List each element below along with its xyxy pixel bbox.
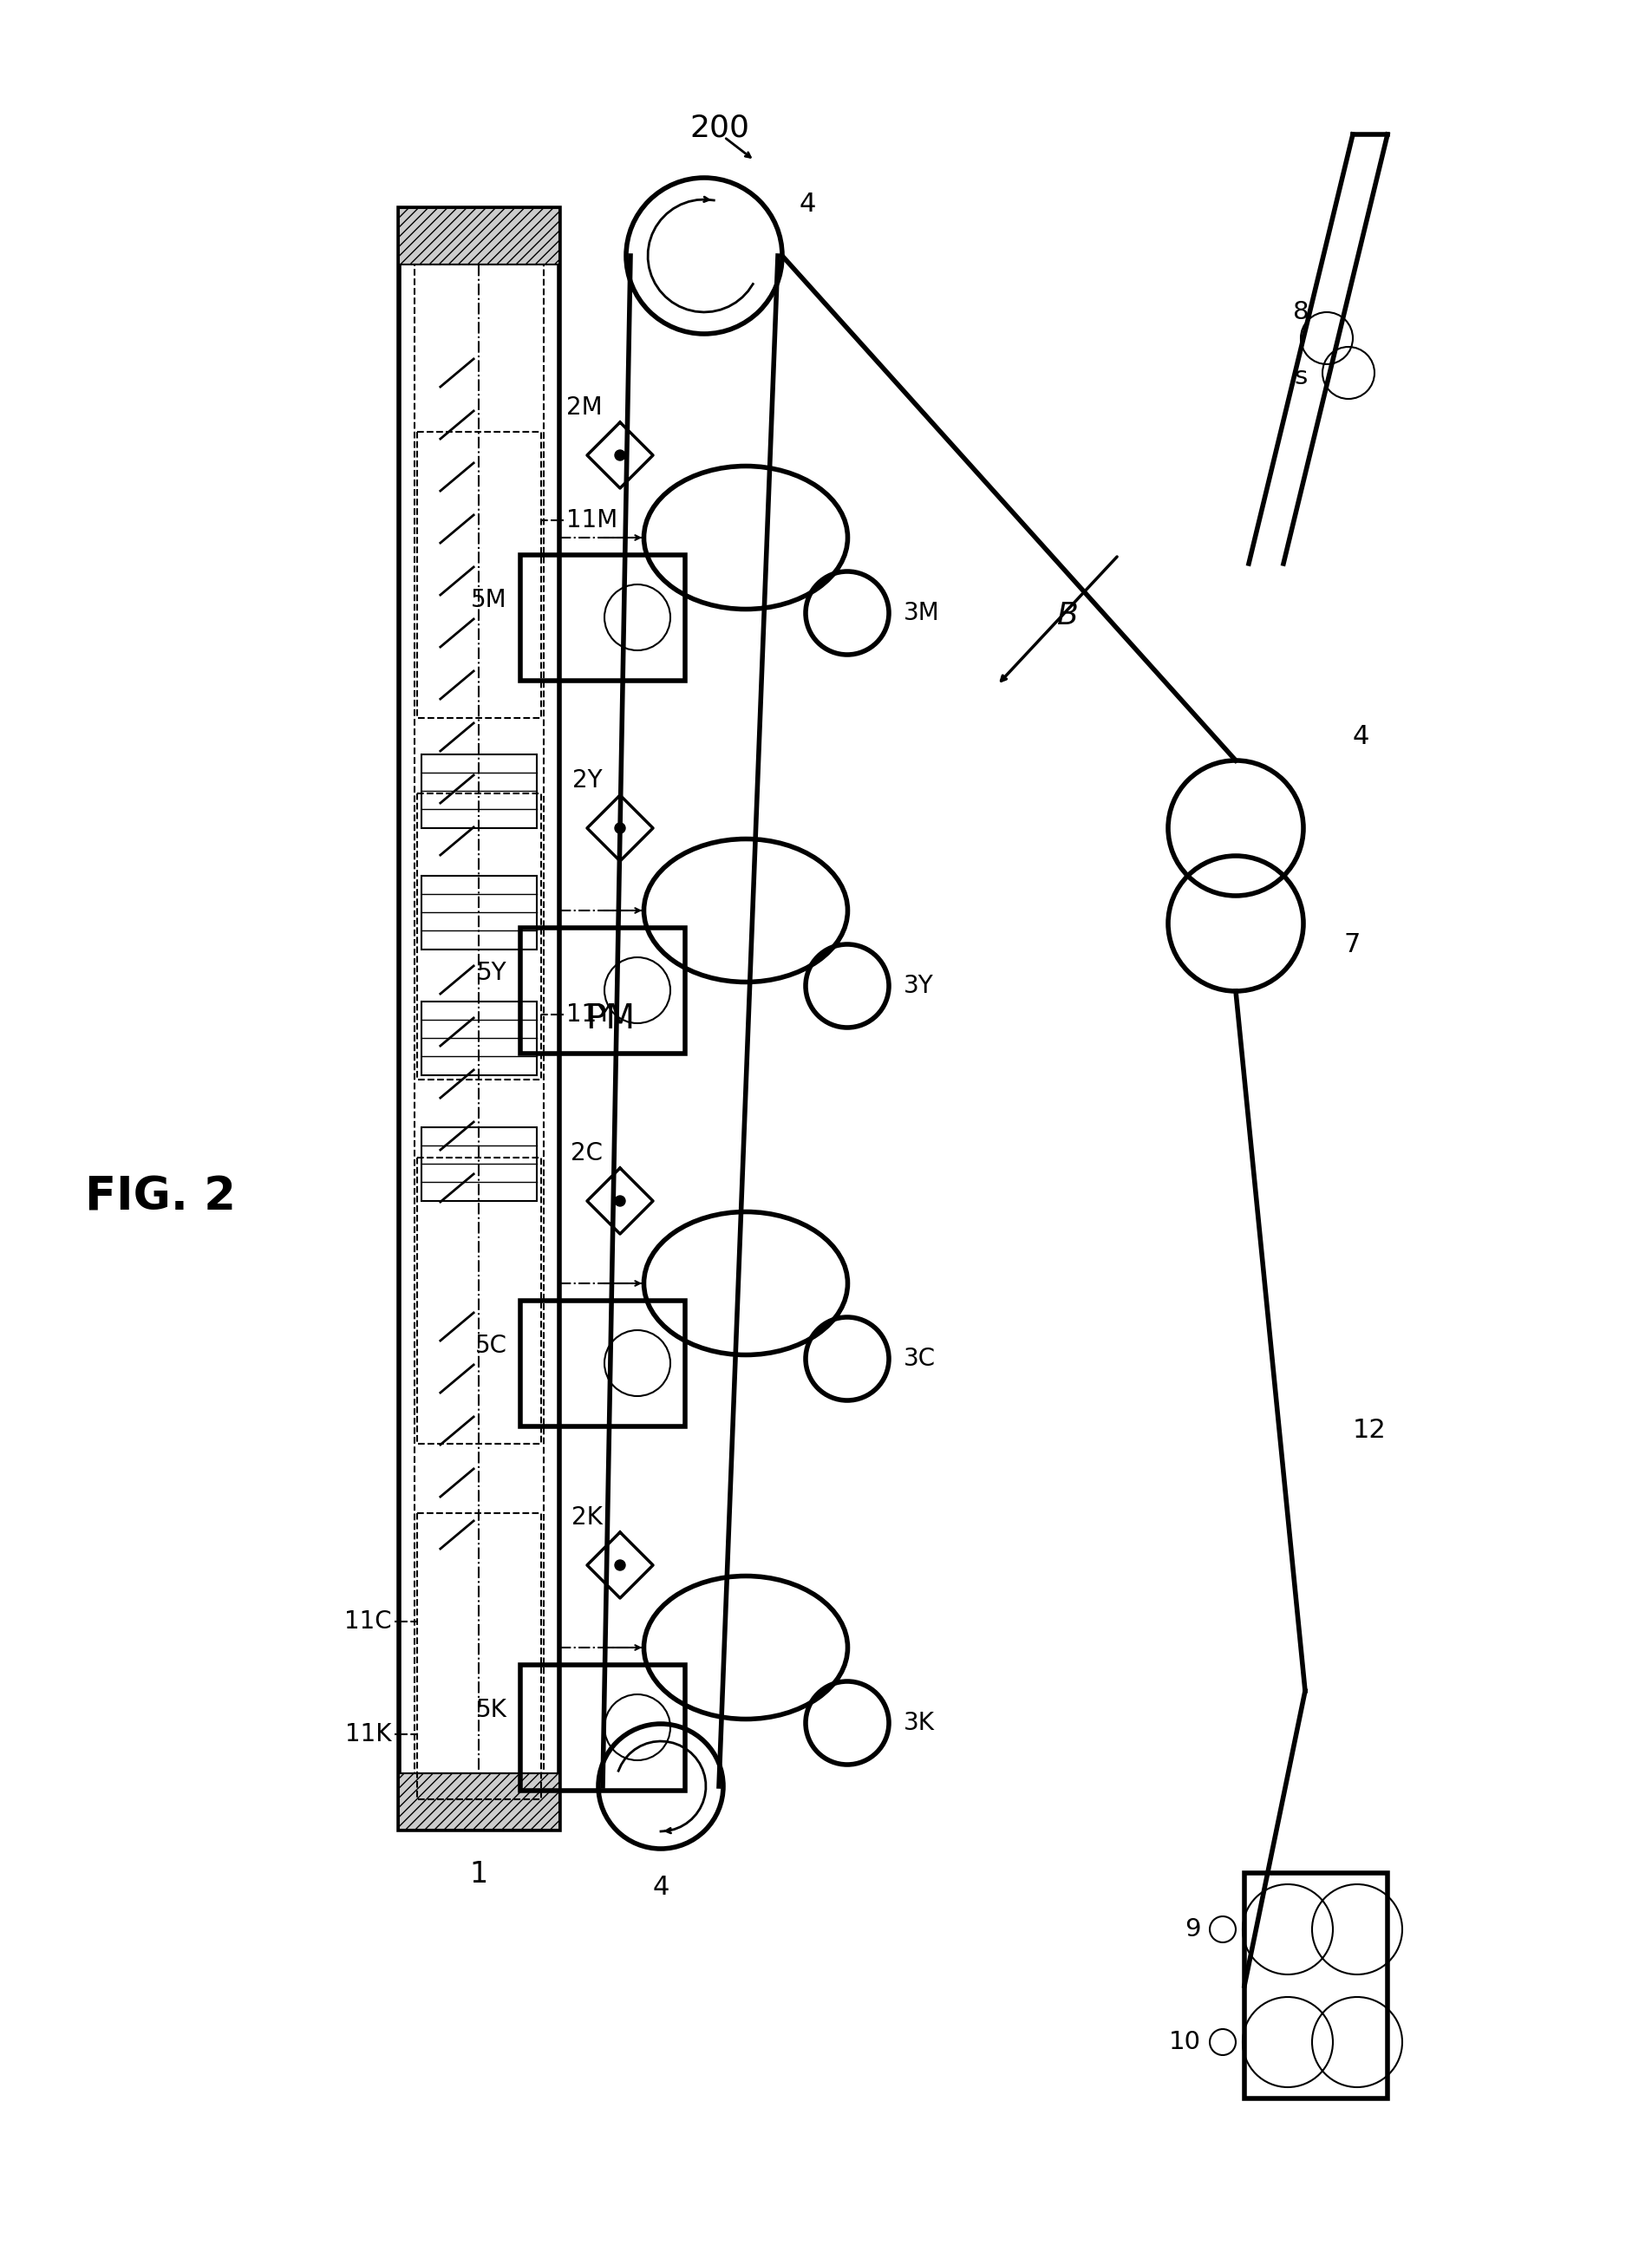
Bar: [1244, 1872, 1386, 2099]
Bar: [421, 1127, 537, 1201]
Text: 11C: 11C: [344, 1610, 392, 1634]
Text: 2M: 2M: [567, 395, 603, 420]
Text: s: s: [1294, 366, 1307, 388]
Bar: [415, 265, 544, 1774]
Bar: [416, 1158, 540, 1444]
Circle shape: [615, 1560, 624, 1569]
Text: 11Y: 11Y: [567, 1004, 611, 1026]
Bar: [416, 792, 540, 1080]
Bar: [416, 431, 540, 718]
Text: 11M: 11M: [567, 507, 618, 532]
Bar: [398, 209, 558, 1830]
Text: 8: 8: [1292, 301, 1308, 323]
Circle shape: [615, 1197, 624, 1206]
Text: 5M: 5M: [471, 588, 507, 613]
Text: B: B: [1056, 602, 1077, 631]
Bar: [520, 555, 684, 680]
Text: 200: 200: [689, 114, 750, 144]
Bar: [398, 1774, 558, 1830]
Text: 3K: 3K: [904, 1711, 935, 1735]
Text: 4: 4: [653, 1875, 669, 1899]
Text: 3M: 3M: [904, 602, 940, 624]
Text: 3C: 3C: [904, 1347, 935, 1372]
Text: 11K: 11K: [345, 1722, 392, 1747]
Text: 5Y: 5Y: [477, 961, 507, 986]
Text: 12: 12: [1351, 1419, 1386, 1444]
Bar: [416, 1513, 540, 1798]
Bar: [421, 754, 537, 828]
Text: 9: 9: [1184, 1917, 1201, 1942]
Circle shape: [615, 449, 624, 460]
Text: 7: 7: [1343, 932, 1360, 959]
Bar: [520, 1666, 684, 1792]
Text: 4: 4: [1351, 725, 1370, 750]
Text: PM: PM: [585, 1004, 634, 1035]
Circle shape: [615, 824, 624, 833]
Bar: [421, 876, 537, 950]
Text: FIG. 2: FIG. 2: [84, 1174, 236, 1219]
Text: 5K: 5K: [476, 1697, 507, 1722]
Text: 2Y: 2Y: [572, 768, 603, 792]
Bar: [520, 927, 684, 1053]
Text: 1: 1: [469, 1861, 487, 1888]
Text: 10: 10: [1168, 2029, 1201, 2054]
Text: 4: 4: [800, 191, 816, 216]
Text: 5C: 5C: [476, 1334, 507, 1358]
Text: 2C: 2C: [570, 1140, 603, 1165]
Bar: [520, 1300, 684, 1426]
Bar: [421, 1001, 537, 1075]
Text: 2K: 2K: [572, 1506, 603, 1529]
Text: 3Y: 3Y: [904, 974, 933, 999]
Bar: [398, 209, 558, 265]
